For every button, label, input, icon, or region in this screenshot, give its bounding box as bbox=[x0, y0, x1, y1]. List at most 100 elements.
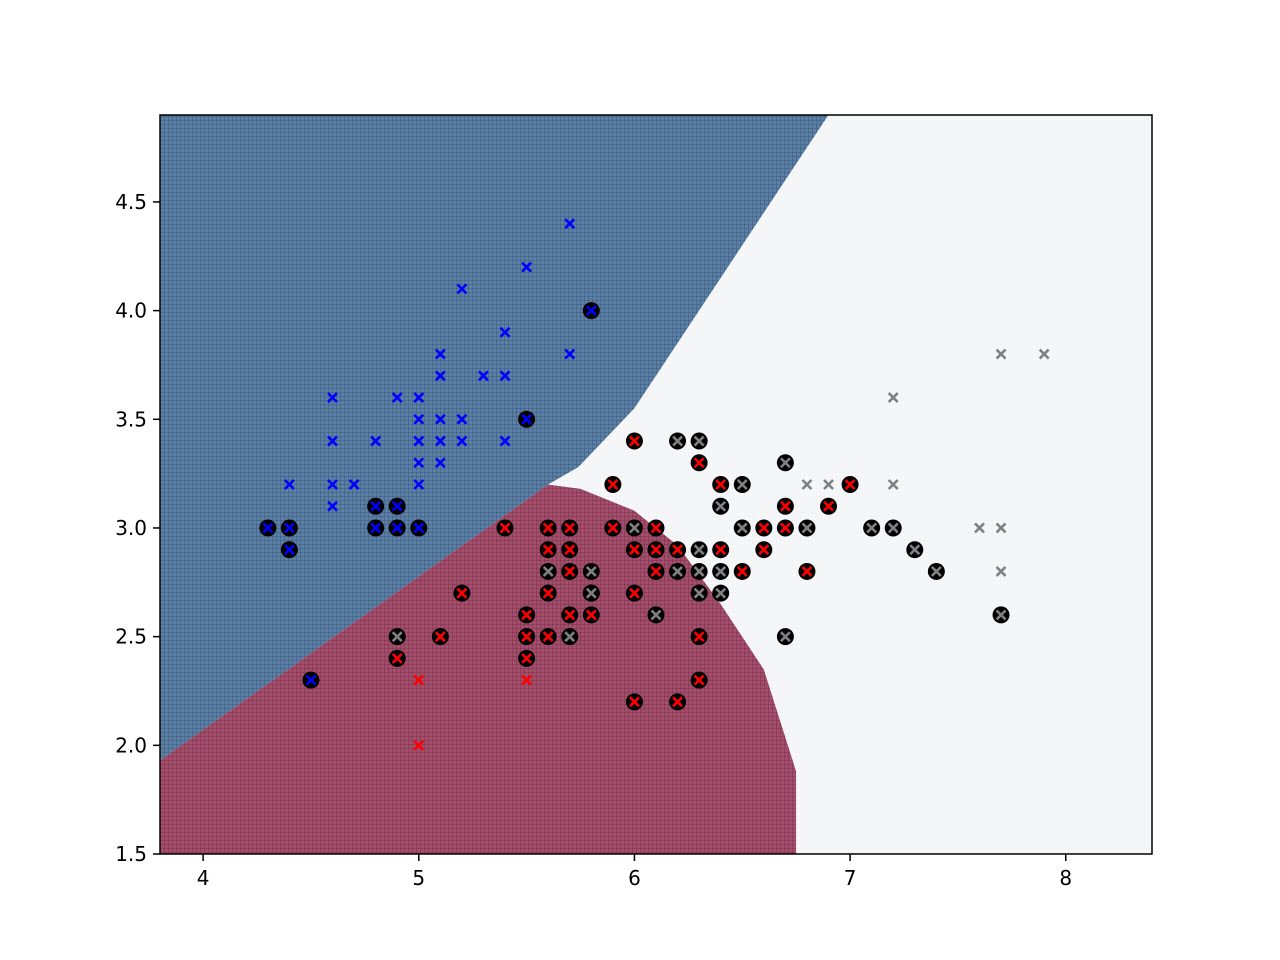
circled-point-s1 bbox=[539, 519, 557, 537]
circled-point-s2 bbox=[625, 519, 643, 537]
circled-point-s1 bbox=[496, 519, 514, 537]
x-marker bbox=[672, 566, 683, 577]
circled-point-s1 bbox=[755, 541, 773, 559]
circled-point-s0 bbox=[280, 519, 298, 537]
x-marker bbox=[370, 500, 382, 512]
x-marker bbox=[650, 544, 662, 556]
x-marker bbox=[283, 544, 295, 556]
circled-point-s1 bbox=[712, 476, 730, 493]
x-marker bbox=[715, 479, 727, 490]
circled-point-s2 bbox=[669, 432, 687, 450]
point-s1 bbox=[413, 739, 425, 751]
circled-point-s0 bbox=[280, 541, 298, 559]
x-marker bbox=[456, 587, 468, 599]
circled-point-s1 bbox=[798, 562, 816, 580]
circled-point-s0 bbox=[388, 497, 406, 515]
x-tick-label: 4 bbox=[197, 866, 210, 890]
x-marker bbox=[930, 566, 942, 577]
point-s0 bbox=[478, 370, 489, 382]
point-s0 bbox=[564, 348, 576, 360]
x-marker bbox=[629, 522, 640, 534]
circled-point-s1 bbox=[755, 519, 773, 537]
x-marker bbox=[693, 544, 705, 556]
x-marker bbox=[607, 479, 619, 490]
circled-point-s1 bbox=[518, 606, 536, 624]
point-s0 bbox=[413, 457, 425, 469]
point-s2 bbox=[887, 392, 899, 403]
x-marker bbox=[736, 566, 748, 577]
x-marker bbox=[801, 522, 813, 534]
circled-point-s1 bbox=[431, 628, 449, 646]
x-marker bbox=[521, 413, 533, 425]
plot-area bbox=[160, 115, 1152, 854]
circled-point-s0 bbox=[367, 519, 385, 537]
x-tick-label: 5 bbox=[412, 866, 425, 890]
x-marker bbox=[779, 457, 791, 469]
decision-region-1 bbox=[160, 484, 797, 854]
circled-point-s0 bbox=[388, 519, 406, 537]
circled-point-s1 bbox=[582, 606, 600, 624]
circled-point-s1 bbox=[539, 628, 557, 646]
x-marker bbox=[370, 522, 382, 534]
x-marker bbox=[629, 544, 640, 556]
data-points bbox=[259, 218, 1050, 751]
x-marker bbox=[650, 609, 662, 621]
circled-point-s2 bbox=[582, 584, 600, 602]
x-marker bbox=[262, 522, 274, 534]
point-s0 bbox=[456, 283, 468, 295]
circled-point-s0 bbox=[302, 671, 320, 689]
circled-point-s2 bbox=[647, 606, 665, 624]
point-s0 bbox=[456, 435, 468, 447]
circled-point-s1 bbox=[453, 584, 471, 602]
x-marker bbox=[995, 609, 1007, 621]
point-s0 bbox=[327, 500, 338, 512]
circled-point-s1 bbox=[690, 454, 708, 472]
circled-point-s2 bbox=[863, 519, 881, 537]
x-marker bbox=[434, 631, 446, 643]
x-marker bbox=[672, 696, 683, 708]
x-marker bbox=[521, 609, 533, 621]
point-s0 bbox=[564, 218, 576, 230]
y-axis: 1.5 2.0 2.5 3.0 3.5 4.0 4.5 bbox=[115, 190, 160, 866]
x-marker bbox=[887, 522, 899, 534]
circled-point-s1 bbox=[625, 584, 643, 602]
circled-point-s1 bbox=[604, 519, 622, 537]
point-s0 bbox=[327, 435, 338, 447]
point-s2 bbox=[1038, 348, 1050, 360]
x-marker bbox=[779, 522, 791, 534]
x-marker bbox=[585, 609, 597, 621]
circled-point-s1 bbox=[733, 562, 751, 580]
x-marker bbox=[650, 566, 662, 577]
x-marker bbox=[542, 544, 554, 556]
point-s1 bbox=[521, 674, 533, 686]
x-marker bbox=[542, 631, 554, 643]
circled-point-s2 bbox=[733, 519, 751, 537]
circled-point-s1 bbox=[647, 562, 665, 580]
x-marker bbox=[736, 479, 748, 490]
x-marker bbox=[585, 305, 597, 317]
x-marker bbox=[779, 631, 791, 643]
circled-point-s2 bbox=[712, 562, 730, 580]
circled-point-s1 bbox=[669, 541, 687, 559]
x-marker bbox=[715, 500, 727, 512]
circled-point-s2 bbox=[712, 584, 730, 602]
x-marker bbox=[715, 566, 727, 577]
point-s0 bbox=[391, 392, 403, 403]
x-marker bbox=[542, 587, 554, 599]
circled-point-s2 bbox=[582, 562, 600, 580]
circled-point-s1 bbox=[647, 519, 665, 537]
circled-point-s2 bbox=[561, 628, 579, 646]
point-s0 bbox=[370, 435, 382, 447]
point-s0 bbox=[283, 479, 295, 490]
x-marker bbox=[672, 435, 683, 447]
x-marker bbox=[909, 544, 921, 556]
x-marker bbox=[542, 522, 554, 534]
x-axis: 4 5 6 7 8 bbox=[197, 854, 1072, 890]
point-s2 bbox=[801, 479, 813, 490]
x-tick-label: 7 bbox=[844, 866, 857, 890]
circled-point-s1 bbox=[561, 606, 579, 624]
point-s2 bbox=[995, 522, 1007, 534]
point-s0 bbox=[521, 261, 533, 273]
point-s0 bbox=[434, 413, 446, 425]
